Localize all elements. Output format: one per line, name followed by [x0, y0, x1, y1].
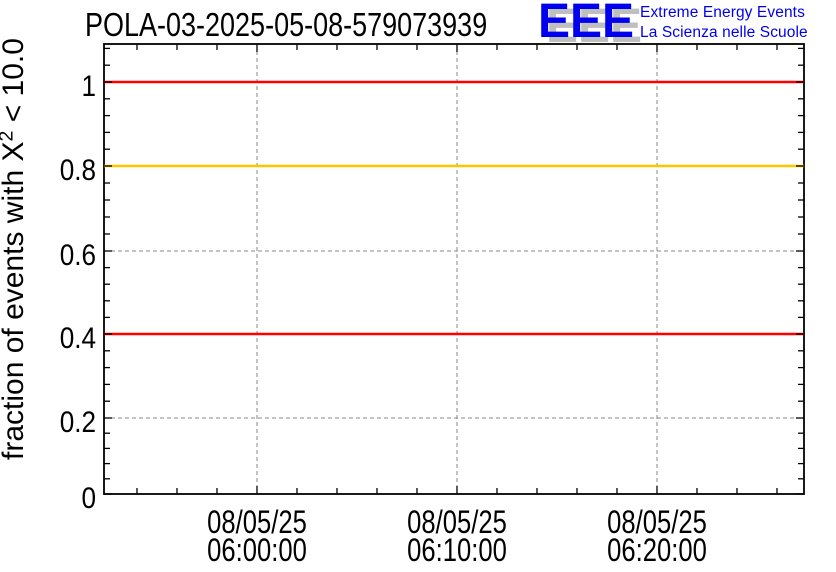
svg-text:fraction of events with X2 < 1: fraction of events with X2 < 10.0 [0, 38, 30, 460]
